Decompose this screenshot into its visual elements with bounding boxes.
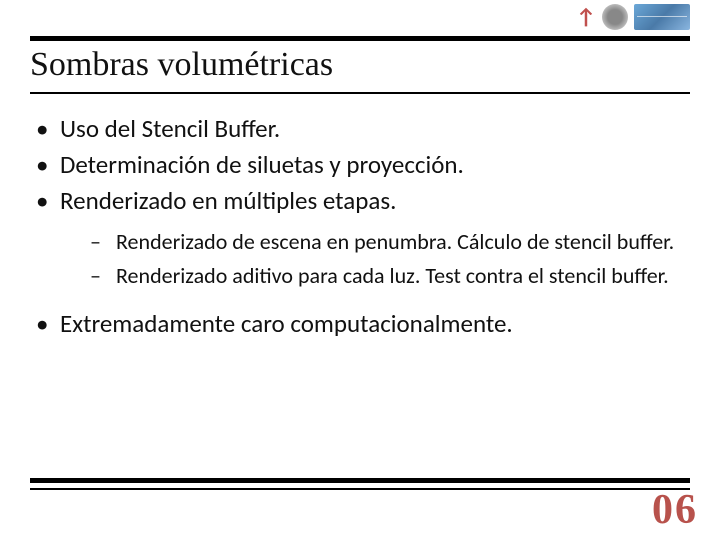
- list-item: Renderizado aditivo para cada luz. Test …: [60, 261, 690, 291]
- list-item: Uso del Stencil Buffer.: [30, 112, 690, 146]
- university-badge-icon: [634, 4, 690, 30]
- rule-top: [30, 36, 690, 41]
- list-item: Determinación de siluetas y proyección.: [30, 148, 690, 182]
- header-bar: ↑: [30, 0, 690, 36]
- arrow-up-icon: ↑: [576, 6, 596, 28]
- sub-bullet-text: Renderizado aditivo para cada luz. Test …: [116, 262, 669, 289]
- university-seal-icon: [602, 4, 628, 30]
- list-item: Extremadamente caro computacionalmente.: [30, 307, 690, 341]
- page-number: 06: [652, 486, 698, 534]
- bullet-text: Uso del Stencil Buffer.: [60, 113, 280, 144]
- slide-title: Sombras volumétricas: [30, 46, 333, 84]
- rule-bottom-thick: [30, 478, 690, 483]
- bullet-text: Determinación de siluetas y proyección.: [60, 149, 464, 180]
- list-item: Renderizado de escena en penumbra. Cálcu…: [60, 227, 690, 257]
- bullet-text: Extremadamente caro computacionalmente.: [60, 308, 513, 339]
- logo-group: ↑: [576, 4, 690, 30]
- bullet-text: Renderizado en múltiples etapas.: [60, 185, 396, 216]
- list-item: Renderizado en múltiples etapas. Renderi…: [30, 184, 690, 291]
- sub-bullet-list: Renderizado de escena en penumbra. Cálcu…: [60, 227, 690, 290]
- slide: ↑ Sombras volumétricas Uso del Stencil B…: [0, 0, 720, 540]
- rule-under-title: [30, 92, 690, 94]
- rule-bottom-thin: [30, 488, 690, 490]
- bullet-list: Uso del Stencil Buffer. Determinación de…: [30, 112, 690, 340]
- sub-bullet-text: Renderizado de escena en penumbra. Cálcu…: [116, 228, 674, 255]
- content-area: Uso del Stencil Buffer. Determinación de…: [30, 112, 690, 342]
